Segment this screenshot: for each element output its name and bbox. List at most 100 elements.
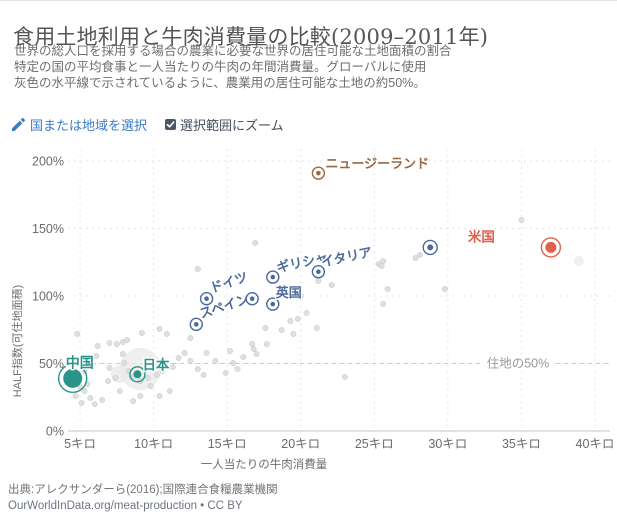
reference-line-label: 住地の50% (487, 357, 550, 371)
background-point[interactable] (263, 341, 270, 348)
background-point[interactable] (106, 340, 113, 346)
scatter-point-unlabeled-b[interactable] (422, 239, 438, 256)
background-point[interactable] (441, 286, 448, 292)
background-point[interactable] (416, 252, 423, 258)
subtitle-line: 世界の総人口を採用する場合の農業に必要な世界の居住可能な土地面積の割合 (14, 44, 452, 58)
background-bubble[interactable] (573, 256, 584, 267)
background-point[interactable] (294, 316, 301, 322)
background-point[interactable] (384, 286, 391, 292)
background-point[interactable] (378, 263, 385, 269)
background-point[interactable] (234, 366, 241, 372)
background-point[interactable] (240, 354, 247, 360)
point-dot-icon (270, 301, 276, 307)
background-point[interactable] (250, 346, 257, 353)
background-point[interactable] (116, 388, 123, 394)
background-point[interactable] (159, 368, 166, 375)
background-point[interactable] (105, 378, 111, 385)
scatter-point-unlabeled-a[interactable] (245, 292, 259, 306)
background-bubble[interactable] (119, 348, 162, 391)
background-point[interactable] (78, 400, 85, 407)
background-point[interactable] (252, 240, 259, 246)
background-point[interactable] (290, 330, 297, 337)
background-point[interactable] (144, 374, 151, 381)
background-point[interactable] (87, 395, 94, 402)
background-point[interactable] (313, 325, 320, 331)
select-entities-button[interactable]: 国または地域を選択 (12, 115, 147, 134)
background-point[interactable] (156, 393, 163, 399)
scatter-point-uk[interactable]: 英国 (266, 284, 303, 311)
checkbox-checked-icon (165, 118, 177, 130)
background-point[interactable] (380, 258, 387, 264)
background-point[interactable] (194, 266, 201, 272)
background-point[interactable] (412, 255, 419, 262)
scatter-point-spain[interactable]: スペイン (189, 290, 252, 332)
background-point[interactable] (106, 365, 113, 371)
background-point[interactable] (74, 330, 81, 337)
background-point[interactable] (147, 383, 154, 389)
country-label: 日本 (142, 356, 169, 372)
background-point[interactable] (287, 318, 294, 324)
background-point[interactable] (230, 360, 237, 366)
background-point[interactable] (113, 341, 120, 348)
scatter-point-usa[interactable]: 米国 (466, 227, 562, 258)
background-point[interactable] (138, 330, 145, 336)
background-point[interactable] (99, 397, 106, 403)
background-point[interactable] (137, 393, 144, 399)
background-point[interactable] (94, 343, 101, 349)
background-point[interactable] (91, 401, 98, 407)
background-point[interactable] (303, 310, 310, 316)
background-point[interactable] (175, 355, 182, 361)
owid-link[interactable]: OurWorldInData.org/meat-production • CC … (8, 500, 243, 512)
background-point[interactable] (200, 372, 207, 378)
background-point[interactable] (518, 217, 525, 223)
background-point[interactable] (124, 337, 131, 343)
background-point[interactable] (341, 374, 348, 380)
chart-footer: 出典:アレクサンダーら(2016);国際連合食糧農業機関 OurWorldInD… (8, 482, 278, 514)
background-point[interactable] (130, 398, 136, 404)
point-dot-icon (193, 322, 199, 327)
point-ring-icon (199, 292, 214, 306)
background-point[interactable] (163, 330, 170, 337)
background-point[interactable] (81, 388, 88, 394)
scatter-point-new-zealand[interactable]: ニュージーランド (311, 155, 431, 180)
pencil-icon (12, 117, 25, 131)
background-point[interactable] (121, 360, 128, 366)
background-bubble[interactable] (110, 365, 129, 384)
background-point[interactable] (156, 325, 163, 332)
background-point[interactable] (181, 350, 188, 356)
scatter-point-japan[interactable]: 日本 (129, 355, 171, 383)
scatter-point-china[interactable]: 中国 (58, 353, 95, 394)
background-point[interactable] (169, 364, 176, 370)
point-dot-icon (204, 296, 209, 302)
background-point[interactable] (222, 370, 229, 376)
background-point[interactable] (187, 357, 194, 364)
background-point[interactable] (297, 293, 304, 299)
background-point[interactable] (212, 357, 219, 364)
zoom-to-selection-checkbox[interactable]: 選択範囲にズーム (165, 115, 284, 134)
background-point[interactable] (227, 347, 234, 354)
x-tick-label: 35キロ (502, 437, 541, 451)
chart-subtitle: 世界の総人口を採用する場合の農業に必要な世界の居住可能な土地面積の割合 特定の国… (14, 43, 484, 91)
background-point[interactable] (153, 372, 160, 378)
y-tick-label: 50% (39, 357, 64, 371)
background-point[interactable] (262, 325, 269, 331)
background-point[interactable] (315, 278, 322, 284)
background-point[interactable] (119, 351, 126, 358)
background-point[interactable] (253, 351, 260, 358)
background-point[interactable] (249, 341, 256, 348)
background-point[interactable] (203, 350, 210, 356)
background-point[interactable] (93, 352, 100, 359)
background-point[interactable] (380, 301, 387, 307)
background-point[interactable] (194, 366, 201, 372)
background-point[interactable] (187, 335, 194, 341)
point-dot-icon (63, 368, 83, 388)
background-point[interactable] (278, 327, 285, 333)
scatter-point-italy[interactable]: イタリア (311, 243, 375, 279)
background-point[interactable] (112, 374, 119, 381)
background-point[interactable] (87, 360, 94, 366)
background-point[interactable] (166, 388, 173, 394)
background-point[interactable] (328, 282, 335, 289)
background-point[interactable] (72, 393, 79, 399)
